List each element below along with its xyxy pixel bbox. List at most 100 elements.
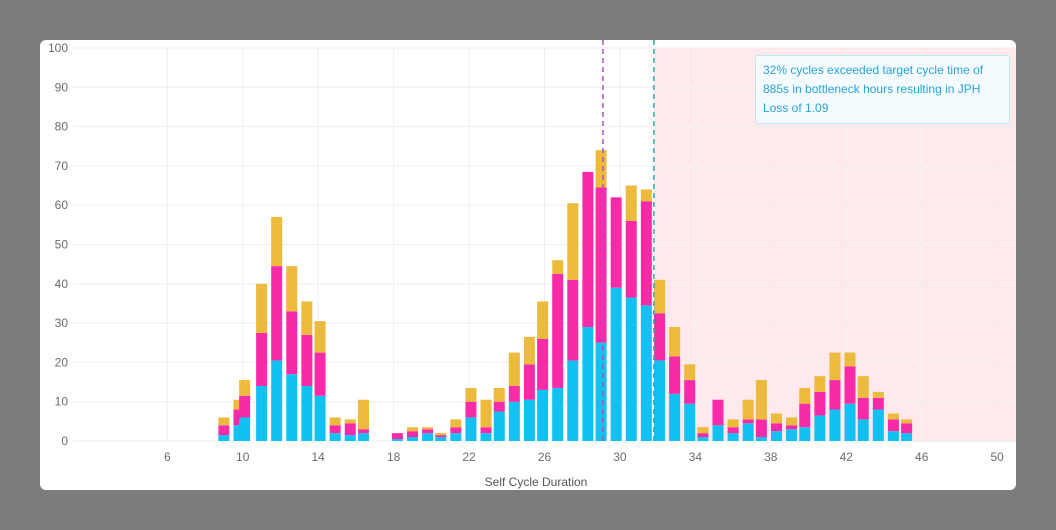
bar-segment	[669, 327, 681, 357]
bar-segment	[582, 327, 594, 441]
x-tick-label: 22	[462, 450, 476, 464]
bar-segment	[625, 220, 637, 298]
bar-segment	[640, 305, 652, 441]
bar-segment	[786, 425, 798, 430]
bar-segment	[329, 425, 341, 434]
bar-segment	[422, 429, 434, 434]
bar-segment	[814, 415, 826, 441]
bar-segment	[256, 332, 268, 386]
bar-segment	[814, 391, 826, 416]
bar-segment	[595, 150, 607, 188]
y-tick-label: 100	[48, 41, 68, 55]
x-tick-label: 50	[990, 450, 1004, 464]
bar-segment	[742, 399, 754, 420]
bar-segment	[799, 387, 811, 404]
bar-segment	[799, 427, 811, 441]
bar-segment	[508, 385, 520, 402]
y-tick-label: 10	[55, 395, 69, 409]
bar-segment	[567, 279, 579, 361]
bar-segment	[357, 433, 369, 441]
bar-segment	[755, 419, 767, 438]
bar-segment	[582, 171, 594, 328]
x-tick-label: 14	[312, 450, 326, 464]
bar-segment	[523, 399, 535, 441]
bar-segment	[480, 433, 492, 441]
annotation-box: 32% cycles exceeded target cycle time of…	[755, 55, 1010, 124]
bar-segment	[844, 403, 856, 441]
x-tick-label: 34	[689, 450, 703, 464]
bar-segment	[684, 403, 696, 441]
bar-segment	[218, 425, 230, 436]
bar-segment	[829, 409, 841, 441]
bar-segment	[697, 427, 709, 434]
bar-segment	[422, 433, 434, 441]
y-tick-label: 80	[55, 120, 69, 134]
bar-segment	[552, 387, 564, 441]
bar-segment	[872, 397, 884, 410]
bar-segment	[329, 433, 341, 441]
bar-segment	[480, 399, 492, 428]
bar-segment	[887, 431, 899, 441]
bar-segment	[422, 427, 434, 430]
bar-segment	[239, 380, 251, 396]
bar-segment	[344, 435, 356, 441]
x-tick-label: 10	[236, 450, 250, 464]
bar-segment	[901, 419, 913, 424]
bar-segment	[233, 399, 245, 410]
bar-segment	[595, 187, 607, 343]
bar-segment	[344, 419, 356, 424]
bar-segment	[727, 427, 739, 434]
bar-segment	[799, 403, 811, 428]
x-tick-label: 30	[613, 450, 627, 464]
bar-segment	[286, 266, 298, 312]
chart-card: 0 10 20 30 40 50 60 70 80 90 100 6 10 14 18 22 26 30 34 38 4…	[40, 40, 1016, 490]
bar-segment	[770, 413, 782, 424]
bar-segment	[901, 423, 913, 434]
bar-segment	[857, 419, 869, 441]
x-tick-label: 18	[387, 450, 401, 464]
bar-segment	[697, 437, 709, 441]
y-tick-label: 30	[55, 316, 69, 330]
bar-segment	[218, 435, 230, 441]
bar-segment	[755, 380, 767, 420]
bar-segment	[742, 419, 754, 424]
bar-segment	[595, 342, 607, 441]
bar-segment	[391, 433, 403, 440]
bar-segment	[712, 399, 724, 426]
bar-segment	[508, 352, 520, 386]
bar-segment	[523, 336, 535, 365]
bar-segment	[640, 201, 652, 306]
bar-segment	[786, 417, 798, 426]
bar-segment	[406, 437, 418, 441]
bar-segment	[654, 279, 666, 314]
bar-segment	[465, 401, 477, 418]
bar-segment	[329, 417, 341, 426]
bar-segment	[286, 374, 298, 441]
bar-segment	[301, 334, 313, 386]
bar-segment	[640, 189, 652, 202]
bar-segment	[314, 352, 326, 396]
y-tick-label: 90	[55, 80, 69, 94]
bar-segment	[314, 395, 326, 441]
bar-segment	[344, 423, 356, 436]
bar-segment	[493, 411, 505, 441]
bar-segment	[218, 417, 230, 426]
bar-segment	[901, 433, 913, 441]
y-tick-label: 50	[55, 238, 69, 252]
bar-segment	[887, 419, 899, 432]
bar-segment	[508, 401, 520, 441]
bar-segment	[625, 297, 637, 441]
bar-segment	[786, 429, 798, 441]
bar-segment	[357, 429, 369, 434]
bar-segment	[552, 273, 564, 388]
y-tick-label: 40	[55, 277, 69, 291]
bar-segment	[829, 352, 841, 381]
bar-segment	[669, 356, 681, 394]
bar-segment	[552, 260, 564, 274]
bar-segment	[256, 283, 268, 333]
bar-segment	[480, 427, 492, 434]
bar-segment	[654, 313, 666, 361]
bar-segment	[256, 385, 268, 441]
bar-segment	[537, 338, 549, 390]
bar-segment	[233, 425, 245, 441]
